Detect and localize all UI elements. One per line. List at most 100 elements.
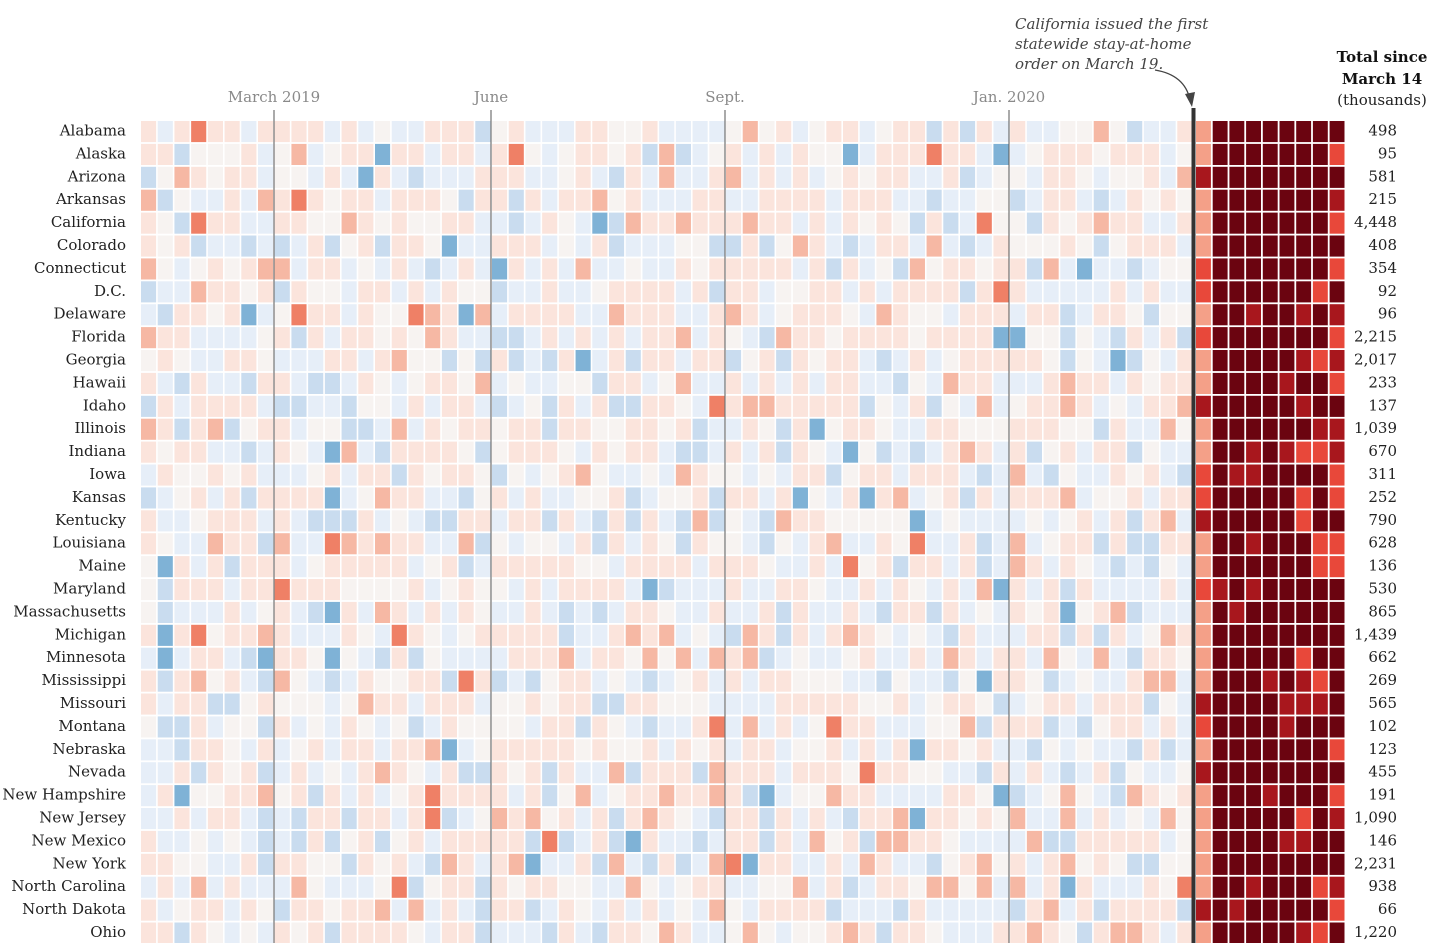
cell-missouri-before-58 <box>1110 693 1126 715</box>
cell-arkansas-before-49 <box>960 189 976 211</box>
cell-indiana-before-37 <box>759 441 775 463</box>
cell-kentucky-before-5 <box>224 510 240 532</box>
cell-mississippi-after-6 <box>1296 670 1312 692</box>
cell-maryland-before-41 <box>826 579 842 601</box>
cell-arizona-before-58 <box>1110 166 1126 188</box>
cell-hawaii-before-13 <box>358 372 374 394</box>
cell-alabama-before-53 <box>1026 121 1042 143</box>
cell-missouri-before-56 <box>1077 693 1093 715</box>
cell-north-dakota-before-23 <box>525 899 541 921</box>
cell-north-dakota-before-42 <box>843 899 859 921</box>
cell-alabama-before-62 <box>1177 121 1193 143</box>
cell-new-york-before-44 <box>876 853 892 875</box>
cell-montana-before-19 <box>458 716 474 738</box>
cell-california-after-0 <box>1196 212 1211 234</box>
cell-alabama-before-49 <box>960 121 976 143</box>
cell-delaware-before-38 <box>776 304 792 326</box>
cell-colorado-before-52 <box>1010 235 1026 257</box>
cell-michigan-before-41 <box>826 624 842 646</box>
cell-colorado-before-8 <box>274 235 290 257</box>
cell-minnesota-before-16 <box>408 647 424 669</box>
cell-arkansas-before-55 <box>1060 189 1076 211</box>
cell-nevada-before-27 <box>592 762 608 784</box>
total-label-michigan: 1,439 <box>1354 625 1397 643</box>
cell-north-carolina-before-2 <box>174 876 190 898</box>
cell-ohio-before-51 <box>993 922 1009 943</box>
cell-mississippi-before-30 <box>642 670 658 692</box>
cell-new-mexico-before-54 <box>1043 830 1059 852</box>
cell-alaska-before-28 <box>609 143 625 165</box>
cell-california-before-7 <box>258 212 274 234</box>
cell-california-before-16 <box>408 212 424 234</box>
cell-hawaii-before-61 <box>1160 372 1176 394</box>
cell-new-mexico-before-31 <box>659 830 675 852</box>
cell-massachusetts-after-8 <box>1329 601 1345 623</box>
cell-idaho-before-56 <box>1077 395 1093 417</box>
cell-alabama-before-4 <box>207 121 223 143</box>
cell-nebraska-before-39 <box>792 739 808 761</box>
cell-new-york-before-42 <box>843 853 859 875</box>
cell-florida-before-46 <box>909 327 925 349</box>
cell-alabama-after-1 <box>1212 121 1228 143</box>
cell-illinois-before-54 <box>1043 418 1059 440</box>
cell-florida-before-48 <box>943 327 959 349</box>
cell-iowa-before-24 <box>542 464 558 486</box>
cell-michigan-before-12 <box>341 624 357 646</box>
cell-iowa-before-28 <box>609 464 625 486</box>
cell-mississippi-before-32 <box>675 670 691 692</box>
cell-missouri-before-20 <box>475 693 491 715</box>
cell-maryland-before-59 <box>1127 579 1143 601</box>
heatmap-cells <box>141 121 1345 943</box>
cell-kansas-after-6 <box>1296 487 1312 509</box>
cell-nevada-before-16 <box>408 762 424 784</box>
cell-michigan-after-7 <box>1312 624 1328 646</box>
cell-maryland-before-39 <box>792 579 808 601</box>
cell-new-mexico-after-2 <box>1229 830 1245 852</box>
cell-idaho-before-18 <box>441 395 457 417</box>
cell-d-c-after-1 <box>1212 281 1228 303</box>
cell-maryland-before-20 <box>475 579 491 601</box>
cell-massachusetts-before-45 <box>893 601 909 623</box>
cell-alaska-before-7 <box>258 143 274 165</box>
cell-colorado-before-32 <box>675 235 691 257</box>
cell-ohio-before-15 <box>391 922 407 943</box>
cell-nevada-before-60 <box>1143 762 1159 784</box>
cell-kansas-before-6 <box>241 487 257 509</box>
cell-louisiana-before-0 <box>141 533 157 555</box>
cell-georgia-before-59 <box>1127 350 1143 372</box>
cell-new-jersey-before-25 <box>558 808 574 830</box>
cell-montana-before-47 <box>926 716 942 738</box>
cell-louisiana-before-41 <box>826 533 842 555</box>
cell-georgia-after-7 <box>1312 350 1328 372</box>
cell-massachusetts-before-26 <box>575 601 591 623</box>
cell-nevada-before-17 <box>425 762 441 784</box>
cell-new-hampshire-before-25 <box>558 785 574 807</box>
cell-kentucky-before-59 <box>1127 510 1143 532</box>
cell-kansas-before-43 <box>859 487 875 509</box>
cell-colorado-before-60 <box>1143 235 1159 257</box>
cell-indiana-before-2 <box>174 441 190 463</box>
cell-alabama-after-4 <box>1262 121 1278 143</box>
cell-louisiana-before-29 <box>625 533 641 555</box>
cell-mississippi-before-51 <box>993 670 1009 692</box>
cell-hawaii-before-29 <box>625 372 641 394</box>
cell-ohio-before-57 <box>1093 922 1109 943</box>
cell-florida-before-38 <box>776 327 792 349</box>
cell-new-hampshire-before-53 <box>1026 785 1042 807</box>
cell-mississippi-before-40 <box>809 670 825 692</box>
cell-georgia-before-28 <box>609 350 625 372</box>
cell-colorado-before-29 <box>625 235 641 257</box>
cell-arizona-before-20 <box>475 166 491 188</box>
cell-iowa-before-36 <box>742 464 758 486</box>
cell-nevada-before-5 <box>224 762 240 784</box>
cell-arizona-before-49 <box>960 166 976 188</box>
cell-iowa-before-40 <box>809 464 825 486</box>
cell-maine-before-20 <box>475 556 491 578</box>
cell-alaska-before-2 <box>174 143 190 165</box>
cell-missouri-before-51 <box>993 693 1009 715</box>
cell-missouri-before-27 <box>592 693 608 715</box>
cell-alaska-before-42 <box>843 143 859 165</box>
cell-arkansas-before-38 <box>776 189 792 211</box>
cell-north-dakota-before-21 <box>492 899 508 921</box>
